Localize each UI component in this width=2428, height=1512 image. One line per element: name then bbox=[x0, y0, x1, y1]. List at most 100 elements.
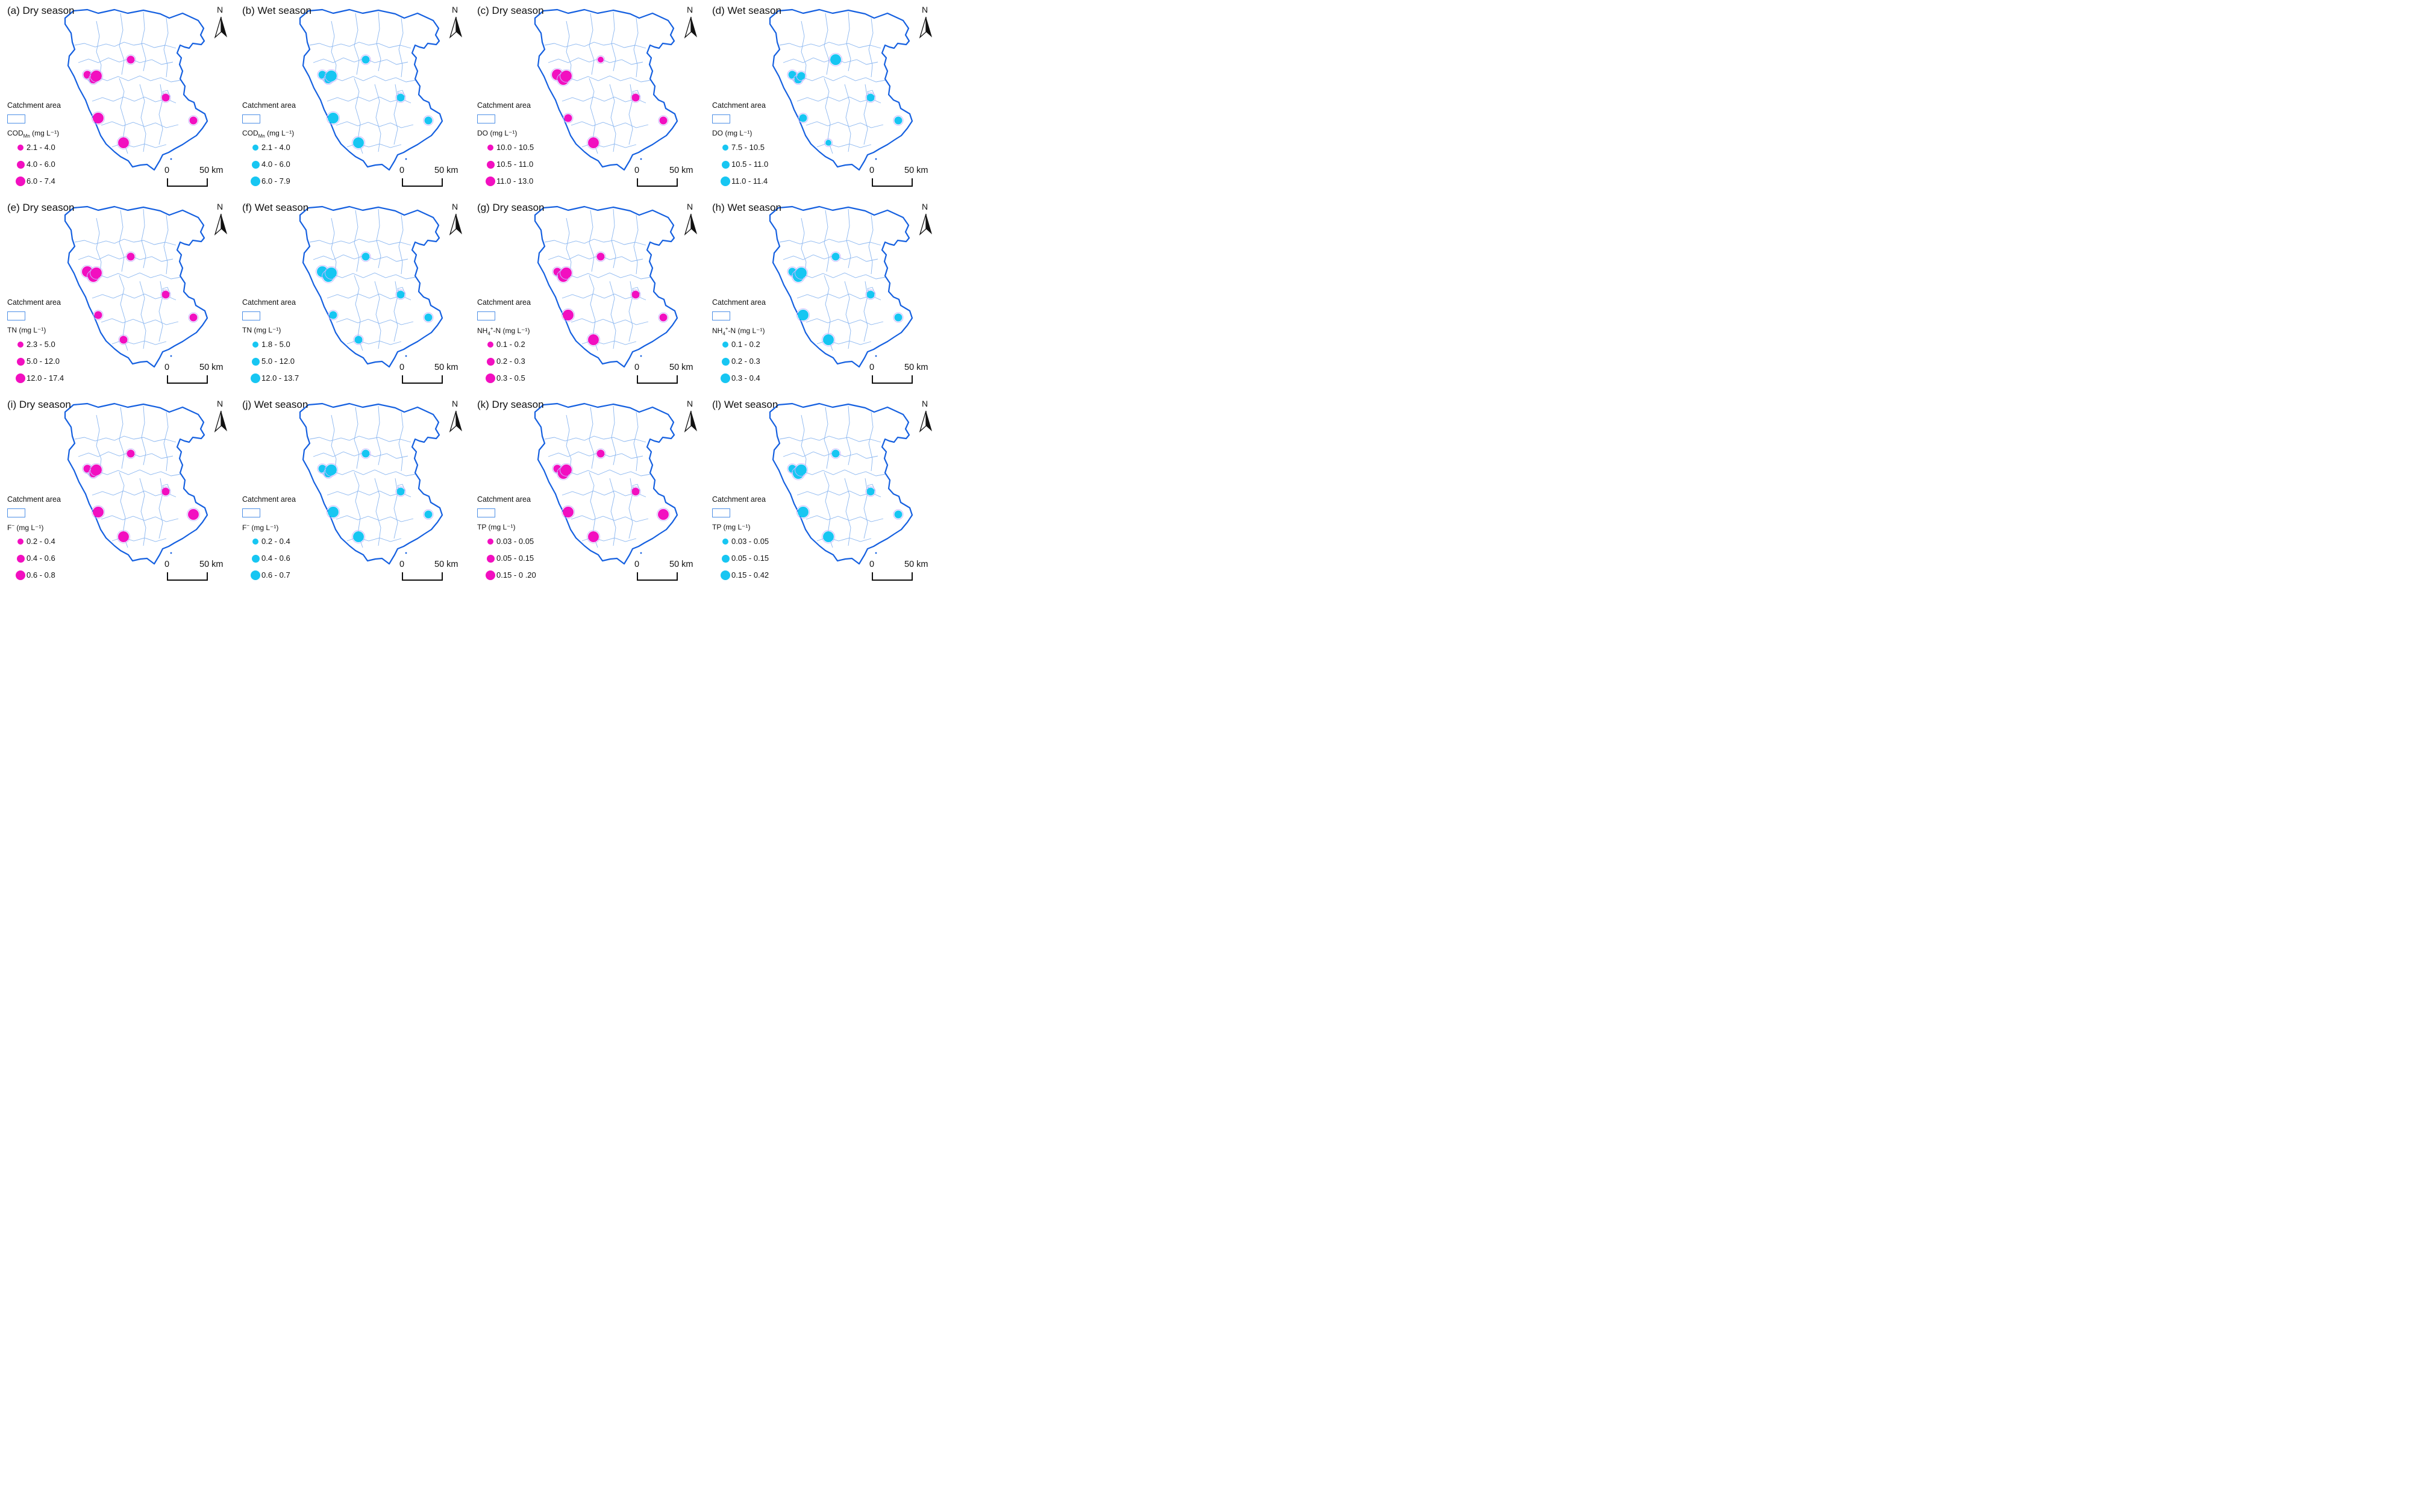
north-arrow-icon bbox=[919, 410, 932, 433]
subcatchment-boundary bbox=[331, 414, 337, 474]
north-arrow-left bbox=[449, 410, 457, 433]
site-halo bbox=[796, 308, 810, 322]
north-arrow-left bbox=[684, 410, 692, 433]
panel-title: (b) Wet season bbox=[242, 5, 311, 16]
sampling-site-marker bbox=[561, 267, 572, 278]
subcatchment-boundary bbox=[119, 13, 125, 75]
catchment-boundary bbox=[769, 8, 913, 171]
subcatchment-boundary bbox=[158, 281, 163, 342]
subcatchment-boundary bbox=[566, 20, 572, 80]
subcatchment-boundary bbox=[141, 11, 146, 72]
subcatchment-boundary bbox=[844, 478, 851, 546]
sampling-site-marker bbox=[830, 54, 841, 65]
subcatchment-boundary bbox=[589, 407, 595, 469]
parameter-label: DO (mg L⁻¹) bbox=[712, 129, 752, 137]
subcatchment-boundary bbox=[119, 407, 125, 469]
sampling-site-marker bbox=[564, 114, 572, 122]
sampling-site-marker bbox=[797, 72, 806, 80]
north-label: N bbox=[687, 399, 693, 408]
subcatchment-boundary bbox=[609, 281, 616, 349]
subcatchment-boundary bbox=[548, 57, 643, 65]
north-label: N bbox=[217, 202, 224, 211]
legend-range-label: 0.3 - 0.4 bbox=[731, 373, 760, 383]
sampling-site-marker bbox=[118, 531, 129, 542]
sampling-site-marker bbox=[823, 334, 834, 345]
subcatchment-boundary bbox=[868, 411, 874, 472]
legend-range-label: 6.0 - 7.9 bbox=[261, 177, 290, 186]
subcatchment-boundary bbox=[863, 84, 868, 145]
legend-row: 6.0 - 7.9 bbox=[235, 175, 355, 189]
legend-range-label: 0.2 - 0.3 bbox=[731, 357, 760, 366]
legend-range-label: 12.0 - 13.7 bbox=[261, 373, 299, 383]
sampling-site-marker bbox=[798, 507, 809, 517]
site-halo bbox=[395, 92, 406, 103]
catchment-map bbox=[64, 402, 227, 565]
sampling-site-marker bbox=[91, 267, 102, 278]
legend-range-label: 4.0 - 6.0 bbox=[261, 160, 290, 169]
subcatchment-boundary bbox=[393, 84, 398, 145]
map-panel: (e) Dry season N Catchment area TN (mg L⁻¹)… bbox=[0, 197, 235, 394]
catchment-boundary bbox=[299, 402, 443, 565]
sampling-site-marker bbox=[93, 507, 104, 517]
legend-size-dot bbox=[16, 570, 25, 580]
catchment-map bbox=[534, 8, 697, 171]
subcatchment-boundary bbox=[374, 281, 381, 349]
catchment-legend-swatch bbox=[242, 114, 260, 123]
subcatchment-boundary bbox=[566, 217, 572, 277]
subcatchment-boundary bbox=[354, 210, 360, 272]
map-panel: (b) Wet season N Catchment area CODMn (mg L… bbox=[235, 0, 470, 197]
subcatchment-boundary bbox=[78, 254, 174, 262]
sampling-site-marker bbox=[361, 252, 370, 261]
catchment-legend-label: Catchment area bbox=[7, 101, 61, 110]
site-halo bbox=[658, 115, 669, 126]
panel-title: (j) Wet season bbox=[242, 399, 308, 410]
sampling-site-marker bbox=[561, 70, 572, 81]
sampling-site-marker bbox=[831, 252, 840, 261]
subcatchment-boundary bbox=[398, 214, 404, 275]
site-halo bbox=[360, 251, 371, 262]
site-halo bbox=[90, 463, 103, 476]
site-halo bbox=[125, 54, 136, 65]
sampling-site-marker bbox=[659, 313, 668, 322]
sampling-site-marker bbox=[361, 449, 370, 458]
north-arrow-left bbox=[919, 213, 927, 236]
island-mark bbox=[170, 158, 172, 160]
legend-size-dot bbox=[486, 357, 495, 366]
scale-bar bbox=[637, 178, 678, 187]
legend-range-label: 7.5 - 10.5 bbox=[731, 143, 765, 152]
catchment-legend-swatch bbox=[477, 114, 495, 123]
scale-fifty-label: 50 km bbox=[199, 363, 224, 372]
subcatchment-boundary bbox=[868, 17, 874, 78]
site-halo bbox=[830, 251, 841, 262]
parameter-label: DO (mg L⁻¹) bbox=[477, 129, 518, 137]
island-mark bbox=[875, 355, 877, 357]
subcatchment-boundary bbox=[96, 217, 102, 277]
sampling-site-marker bbox=[894, 116, 903, 125]
subcatchment-boundary bbox=[806, 515, 884, 522]
legend-row: 0.4 - 0.6 bbox=[0, 552, 120, 566]
subcatchment-boundary bbox=[163, 17, 169, 78]
sampling-site-marker bbox=[161, 93, 170, 102]
island-mark bbox=[405, 552, 407, 554]
legend-size-dot bbox=[16, 160, 25, 169]
legend-row: 6.0 - 7.4 bbox=[0, 175, 120, 189]
legend-range-label: 0.3 - 0.5 bbox=[496, 373, 525, 383]
subcatchment-boundary bbox=[158, 478, 163, 539]
sampling-site-marker bbox=[561, 464, 572, 475]
subcatchment-boundary bbox=[566, 414, 572, 474]
site-halo bbox=[795, 266, 808, 280]
site-halo bbox=[796, 505, 810, 519]
catchment-legend-swatch bbox=[7, 311, 25, 320]
site-halo bbox=[824, 139, 833, 147]
site-halo bbox=[822, 530, 835, 543]
subcatchment-boundary bbox=[609, 478, 616, 546]
map-panel: (i) Dry season N Catchment area F− (mg L⁻¹)… bbox=[0, 394, 235, 591]
subcatchment-boundary bbox=[336, 515, 414, 522]
sampling-site-marker bbox=[326, 464, 337, 475]
legend-range-label: 0.6 - 0.7 bbox=[261, 570, 290, 579]
scale-bar bbox=[637, 375, 678, 384]
site-halo bbox=[160, 289, 171, 300]
catchment-legend-label: Catchment area bbox=[242, 495, 296, 504]
legend-size-dot bbox=[252, 145, 258, 151]
scale-zero-label: 0 bbox=[634, 166, 640, 175]
